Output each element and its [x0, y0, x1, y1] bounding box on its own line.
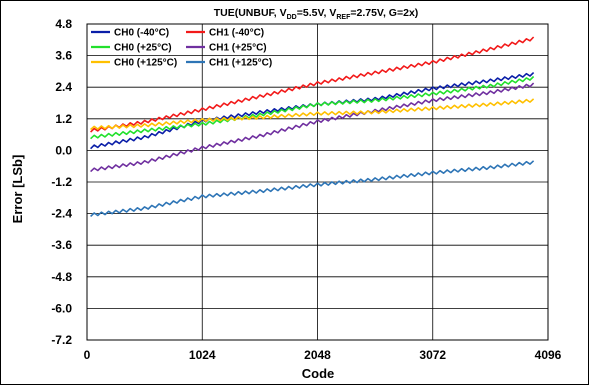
y-tick-label: 1.2: [55, 112, 72, 126]
x-tick-label: 2048: [304, 348, 331, 362]
legend-label: CH1 (+25°C): [209, 43, 267, 54]
y-tick-label: 4.8: [55, 17, 72, 31]
legend-label: CH0 (+25°C): [114, 43, 172, 54]
chart-title: TUE(UNBUF, VDD=5.5V, VREF=2.75V, G=2x): [214, 7, 419, 21]
series-line: [90, 82, 535, 173]
legend-label: CH0 (-40°C): [114, 28, 169, 39]
y-tick-label: -3.6: [51, 238, 72, 252]
x-tick-label: 3072: [419, 348, 446, 362]
y-tick-label: -1.2: [51, 175, 72, 189]
y-tick-label: -2.4: [51, 207, 72, 221]
plot-border: [86, 23, 549, 341]
legend-label: CH1 (-40°C): [209, 28, 264, 39]
series-line: [90, 160, 535, 217]
series-line: [90, 75, 535, 140]
y-tick-label: 3.6: [55, 49, 72, 63]
series-line: [90, 98, 535, 131]
x-tick-label: 1024: [189, 348, 216, 362]
x-tick-label: 4096: [535, 348, 562, 362]
x-tick-label: 0: [84, 348, 91, 362]
legend-label: CH0 (+125°C): [114, 58, 177, 69]
series-line: [90, 36, 535, 133]
tick-labels: 4.8 3.6 2.4 1.2 0.0 -1.2 -2.4 -3.6 -4.8 -6.0 -7.2 0…: [51, 17, 561, 362]
x-axis-title: Code: [302, 366, 335, 381]
y-tick-label: -7.2: [51, 333, 72, 347]
y-tick-label: 0.0: [55, 143, 72, 157]
y-tick-label: 2.4: [55, 80, 72, 94]
y-tick-label: -6.0: [51, 301, 72, 315]
series-lines: [90, 36, 535, 217]
y-tick-label: -4.8: [51, 270, 72, 284]
y-axis-title: Error [LSb]: [10, 155, 25, 224]
legend: CH0 (-40°C) CH1 (-40°C) CH0 (+25°C) CH1 (+2…: [91, 28, 272, 69]
gridlines: [86, 23, 549, 341]
legend-label: CH1 (+125°C): [209, 58, 272, 69]
